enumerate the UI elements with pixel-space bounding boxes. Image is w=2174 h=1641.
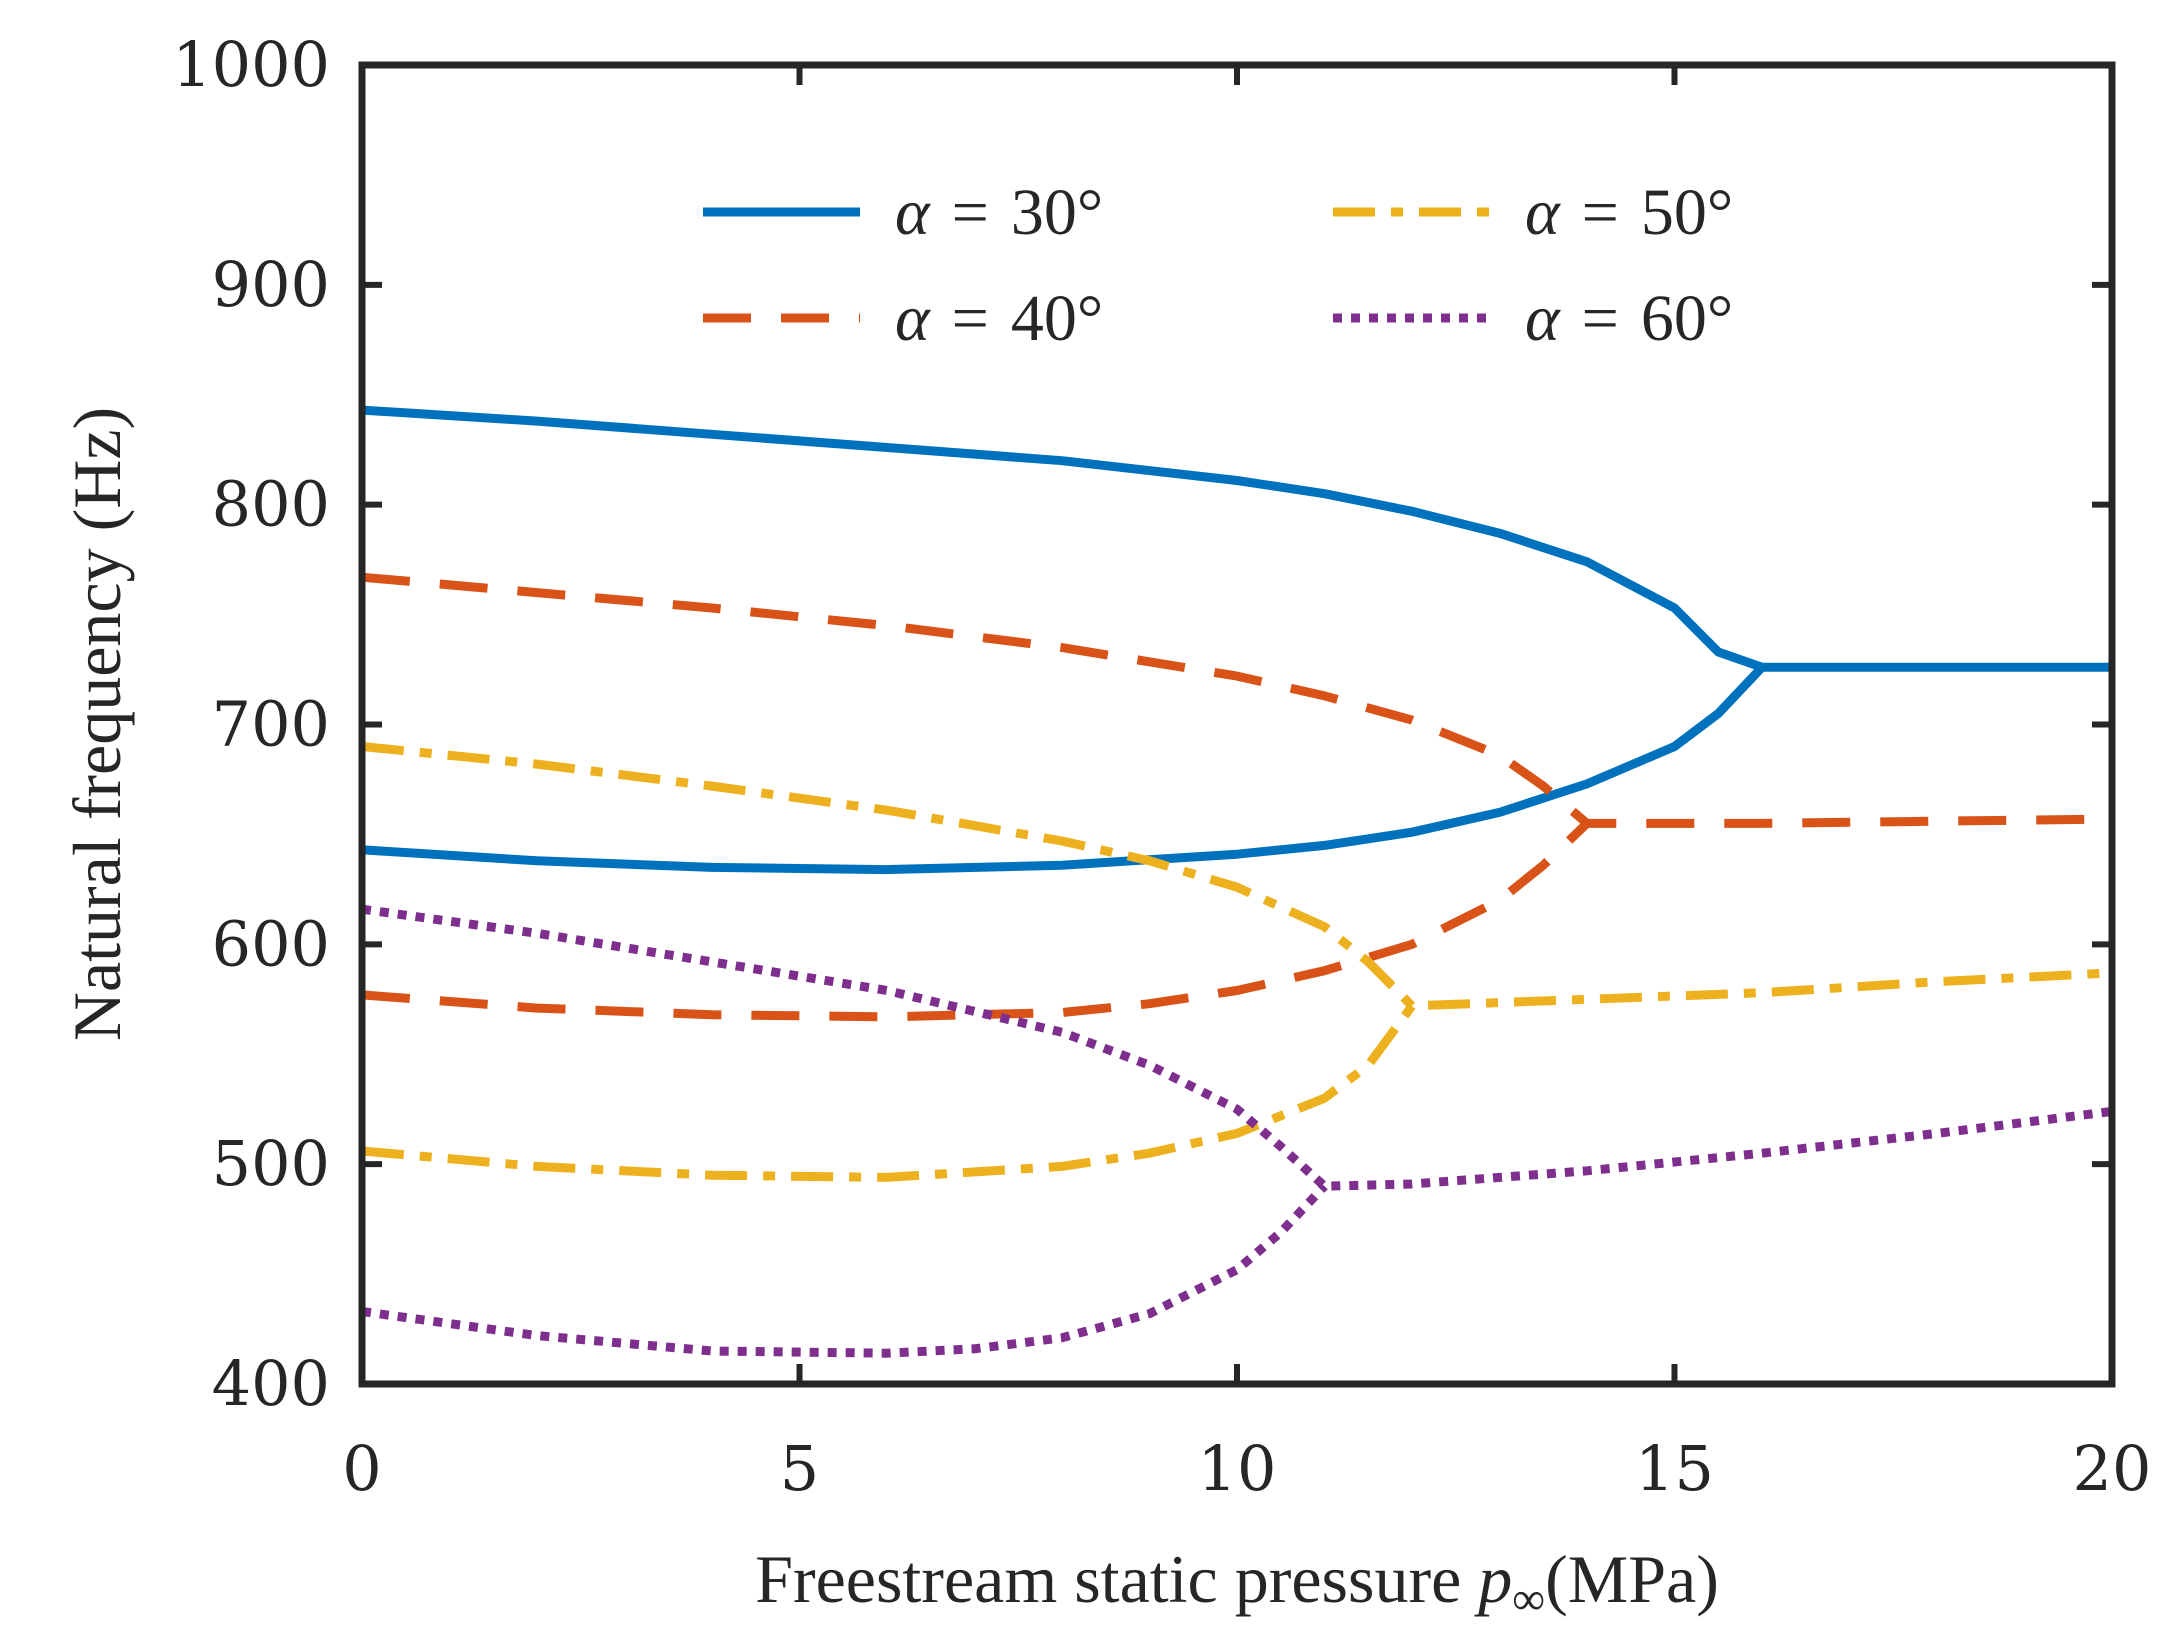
y-tick-label: 800 [212,468,330,541]
series-1-line-branch-1 [361,820,1591,1022]
legend-label-0-equals: = [952,176,989,249]
series-0-line-branch-0 [361,405,2112,672]
x-axis-label-text: Freestream static pressure [755,1541,1461,1617]
legend-label-2-angle: 50° [1641,176,1733,249]
series-3-line-branch-1 [361,1183,1328,1358]
x-tick-label: 0 [342,1432,381,1505]
x-axis-label-unit: (MPa) [1545,1541,1719,1617]
legend-label-0-symbol: α [895,176,931,249]
legend-label-2: α = 50° [1525,176,1733,249]
x-axis-label-symbol: p [1474,1541,1512,1617]
legend-label-1-angle: 40° [1011,282,1103,355]
legend: α = 30° α = 40° α = 50° α = 60° [703,176,1733,355]
legend-label-1-equals: = [952,282,989,355]
legend-label-1: α = 40° [895,282,1103,355]
x-axis-label: Freestream static pressure p∞(MPa) [755,1541,1719,1624]
y-tick-label: 400 [212,1347,330,1420]
x-tick-label: 5 [780,1432,819,1505]
legend-label-3: α = 60° [1525,282,1733,355]
series-1-line-branch-0 [361,572,2113,828]
series-layer [361,405,2113,1358]
series-0-line-branch-1 [361,664,1766,875]
x-tick-label: 10 [1198,1432,1277,1505]
legend-label-0-angle: 30° [1011,176,1103,249]
legend-label-1-symbol: α [895,282,931,355]
axes-box [358,61,2116,1388]
y-tick-label: 900 [212,248,330,321]
legend-label-2-equals: = [1582,176,1619,249]
legend-label-3-symbol: α [1525,282,1561,355]
y-tick-label: 500 [212,1127,330,1200]
legend-label-0: α = 30° [895,176,1103,249]
tick-labels: 0 5 10 15 20 400 500 600 700 800 900 1000 [172,28,2151,1505]
x-axis-label-subscript: ∞ [1512,1573,1545,1624]
series-2-line-branch-0 [361,742,2113,1011]
y-tick-label: 1000 [172,28,330,101]
x-tick-label: 15 [1635,1432,1714,1505]
y-tick-label: 600 [212,907,330,980]
y-axis-label: Natural frequency (Hz) [59,407,135,1041]
legend-label-2-symbol: α [1525,176,1561,249]
x-tick-label: 20 [2073,1432,2152,1505]
y-tick-label: 700 [212,688,330,761]
legend-label-3-equals: = [1582,282,1619,355]
legend-label-3-angle: 60° [1641,282,1733,355]
series-3-line-branch-0 [361,904,2113,1191]
series-2-line-branch-1 [361,1003,1416,1182]
